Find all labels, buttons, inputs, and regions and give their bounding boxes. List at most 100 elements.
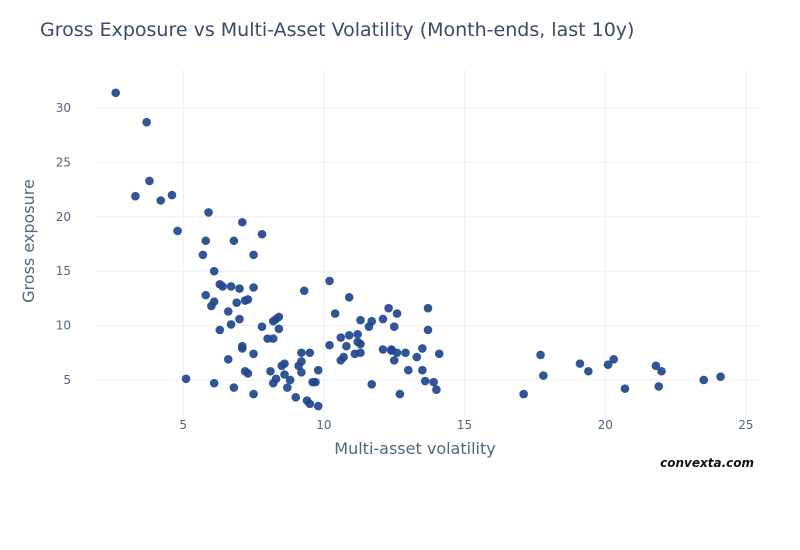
- data-point: [167, 190, 177, 200]
- gridlines: [96, 70, 760, 418]
- data-point: [330, 309, 340, 318]
- data-point: [584, 366, 593, 376]
- data-point: [249, 250, 258, 260]
- data-point: [432, 385, 441, 395]
- data-point: [519, 389, 528, 399]
- data-point: [395, 389, 405, 399]
- axis-ticks: 5 10 15 20 25 5 10 15 20 25 30: [56, 101, 754, 432]
- y-tick-label: 5: [63, 373, 71, 387]
- data-point: [657, 366, 666, 376]
- data-point: [229, 383, 239, 392]
- data-point: [389, 322, 399, 331]
- data-point: [243, 295, 253, 304]
- data-point: [274, 312, 284, 322]
- data-point: [249, 389, 258, 399]
- data-point: [243, 369, 253, 378]
- data-point: [201, 290, 211, 300]
- data-point: [226, 282, 236, 291]
- data-point: [575, 359, 585, 368]
- data-point: [339, 352, 348, 362]
- data-point: [232, 298, 241, 308]
- data-point: [226, 320, 236, 329]
- data-point: [209, 266, 219, 276]
- data-point: [392, 309, 402, 318]
- data-point: [297, 348, 306, 358]
- data-point: [401, 348, 410, 358]
- data-point: [215, 325, 225, 335]
- data-point: [181, 374, 191, 384]
- data-point: [378, 314, 388, 324]
- data-point: [325, 340, 334, 350]
- data-points: [111, 88, 725, 411]
- data-point: [620, 384, 630, 393]
- x-axis-label: Multi-asset volatility: [334, 439, 495, 458]
- data-point: [249, 283, 258, 292]
- y-tick-label: 15: [56, 264, 71, 278]
- data-point: [344, 292, 354, 302]
- data-point: [342, 341, 351, 351]
- data-point: [291, 393, 301, 402]
- data-point: [325, 276, 334, 286]
- data-point: [367, 379, 377, 389]
- data-point: [266, 366, 275, 376]
- data-point: [651, 361, 661, 371]
- data-point: [271, 374, 281, 384]
- data-point: [423, 303, 433, 313]
- data-point: [204, 208, 213, 217]
- data-point: [156, 196, 166, 205]
- data-point: [356, 315, 365, 325]
- data-point: [429, 377, 438, 387]
- data-point: [209, 297, 219, 306]
- data-point: [111, 88, 120, 98]
- data-point: [539, 371, 548, 380]
- data-point: [257, 322, 267, 331]
- y-tick-label: 10: [56, 319, 71, 333]
- data-point: [389, 356, 399, 365]
- data-point: [223, 307, 233, 316]
- y-tick-label: 20: [56, 210, 71, 224]
- watermark-text: convexta.com: [660, 456, 754, 470]
- data-point: [249, 349, 258, 359]
- data-point: [367, 316, 377, 326]
- data-point: [145, 176, 154, 186]
- data-point: [654, 382, 664, 391]
- data-point: [311, 377, 320, 387]
- x-tick-label: 15: [457, 418, 472, 432]
- data-point: [274, 324, 284, 334]
- data-point: [418, 344, 427, 353]
- data-point: [392, 348, 402, 358]
- data-point: [536, 350, 545, 360]
- data-point: [305, 348, 315, 358]
- x-tick-label: 10: [316, 418, 331, 432]
- x-tick-label: 5: [179, 418, 187, 432]
- x-tick-label: 20: [598, 418, 613, 432]
- data-point: [235, 284, 244, 293]
- data-point: [201, 236, 211, 246]
- data-point: [356, 339, 365, 349]
- data-point: [384, 303, 393, 313]
- data-point: [356, 348, 365, 358]
- data-point: [420, 376, 430, 386]
- data-point: [173, 226, 182, 236]
- data-point: [353, 329, 362, 339]
- data-point: [313, 365, 323, 375]
- data-point: [268, 334, 278, 343]
- data-point: [280, 370, 289, 379]
- data-point: [142, 117, 151, 127]
- data-point: [280, 359, 289, 368]
- data-point: [257, 229, 267, 239]
- data-point: [716, 372, 725, 381]
- data-point: [378, 345, 388, 354]
- data-point: [218, 282, 227, 291]
- data-point: [418, 365, 427, 375]
- data-point: [297, 357, 306, 366]
- data-point: [209, 378, 219, 388]
- data-point: [283, 383, 292, 392]
- data-point: [434, 349, 444, 359]
- data-point: [299, 286, 309, 296]
- data-point: [198, 250, 208, 260]
- data-point: [235, 314, 244, 324]
- data-point: [131, 191, 140, 201]
- data-point: [336, 333, 346, 342]
